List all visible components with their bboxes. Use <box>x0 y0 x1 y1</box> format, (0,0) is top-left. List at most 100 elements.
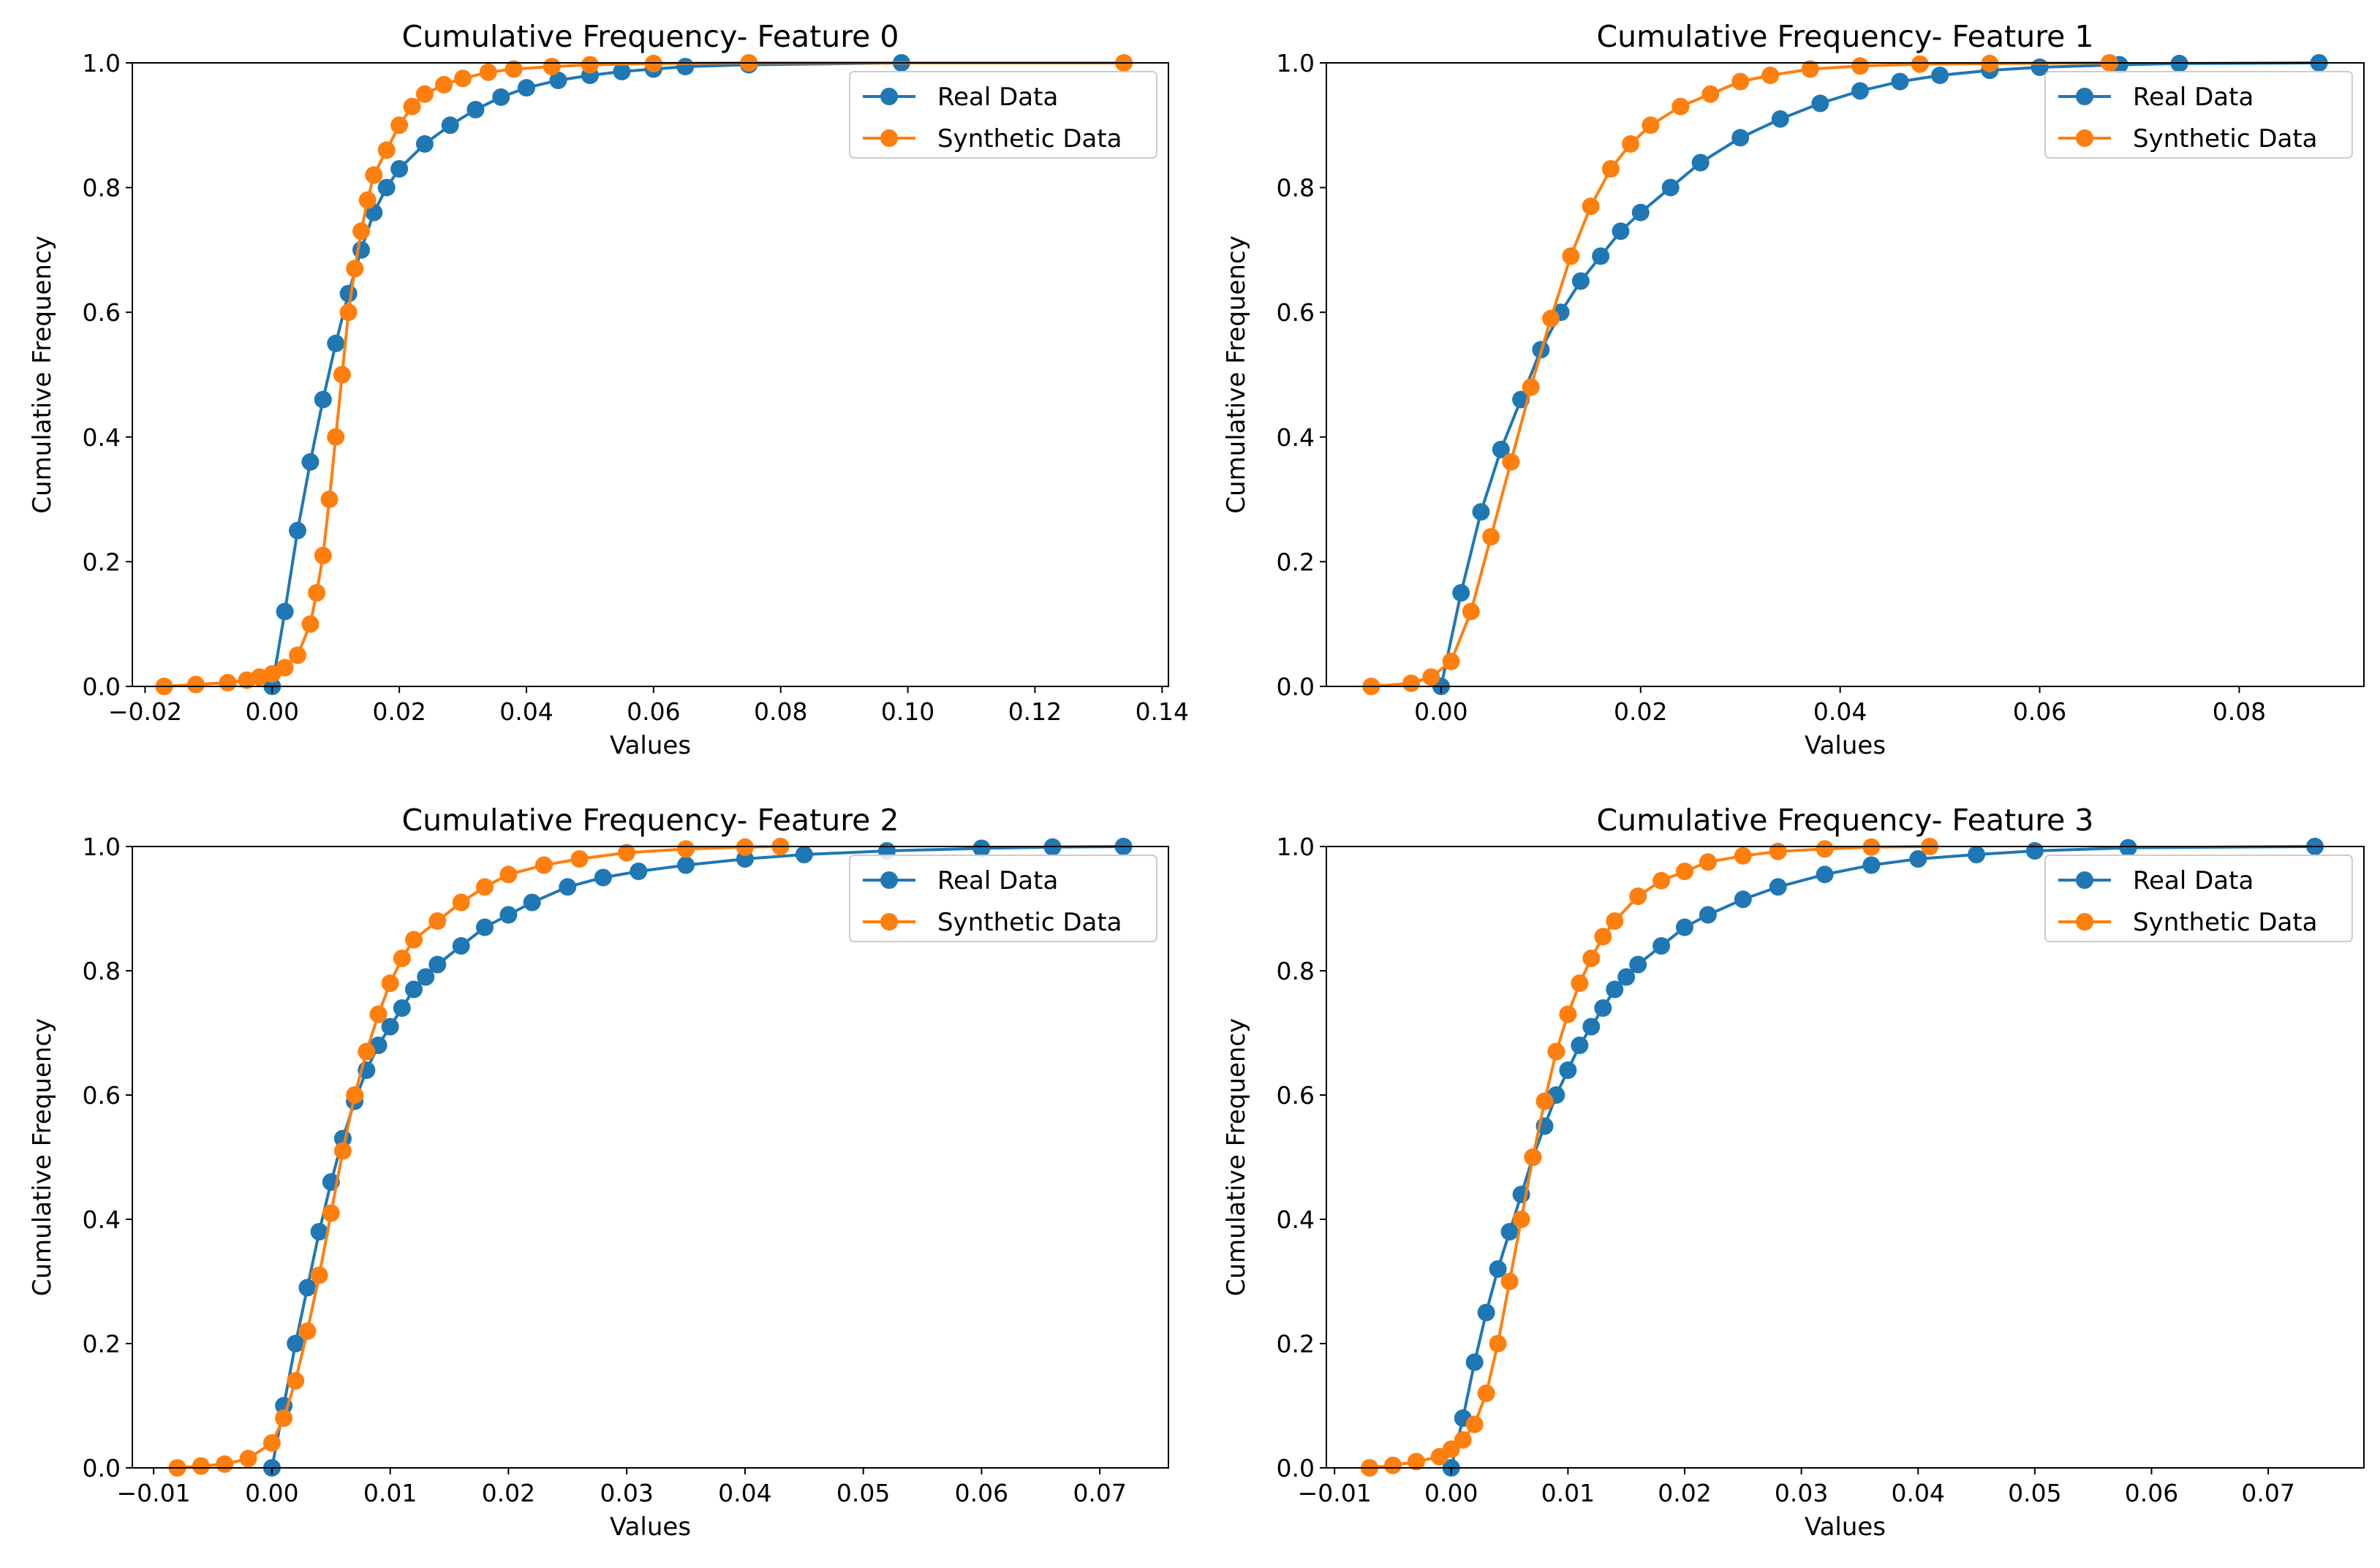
data-point <box>1691 154 1710 172</box>
chart-title: Cumulative Frequency- Feature 2 <box>401 803 899 838</box>
data-point <box>677 840 695 858</box>
data-point <box>499 906 518 924</box>
x-axis-label: Values <box>610 1512 691 1542</box>
data-point <box>403 97 421 115</box>
data-point <box>1477 1385 1495 1402</box>
data-point <box>339 284 358 303</box>
series-real <box>263 54 910 695</box>
data-point <box>630 863 648 880</box>
data-point <box>298 1322 317 1340</box>
legend-label: Synthetic Data <box>937 124 1122 154</box>
y-tick-label: 1.0 <box>1277 49 1315 77</box>
x-tick-label: 0.04 <box>1813 697 1867 726</box>
x-axis-label: Values <box>1805 731 1886 760</box>
data-point <box>1502 452 1520 471</box>
data-point <box>613 62 631 80</box>
data-point <box>1652 871 1671 890</box>
data-point <box>1661 178 1680 197</box>
x-tick-label: 0.04 <box>718 1479 771 1507</box>
data-point <box>972 839 991 857</box>
plot-area <box>1361 838 2324 1477</box>
data-point <box>1816 840 1834 858</box>
data-point <box>476 878 494 896</box>
data-point <box>1489 1335 1507 1352</box>
data-point <box>1492 440 1510 458</box>
data-point <box>1592 247 1610 265</box>
data-point <box>1771 110 1789 128</box>
data-point <box>1911 55 1929 73</box>
x-tick-label: 0.01 <box>1541 1479 1595 1507</box>
data-point <box>435 75 453 94</box>
legend-label: Synthetic Data <box>937 908 1122 937</box>
data-point <box>1601 160 1620 178</box>
data-point <box>476 918 494 936</box>
chart-title: Cumulative Frequency- Feature 1 <box>1596 19 2093 54</box>
data-point <box>239 1450 257 1468</box>
data-point <box>192 1457 210 1475</box>
data-point <box>327 334 345 352</box>
data-point <box>417 968 435 986</box>
data-point <box>415 85 434 103</box>
x-tick-label: 0.06 <box>955 1479 1008 1507</box>
data-point <box>428 912 447 930</box>
data-point <box>428 955 447 974</box>
subplot-feature-0: −0.02 0.00 0.02 0.04 0.06 0.08 0.10 0.12 0.14 0.0… <box>28 19 1189 760</box>
y-tick-label: 0.0 <box>1277 1454 1315 1482</box>
data-point <box>523 893 541 912</box>
plot-area <box>168 838 1133 1477</box>
series-synthetic <box>1362 54 2119 695</box>
x-tick-label: 0.02 <box>372 697 426 726</box>
legend-label: Synthetic Data <box>2133 908 2318 937</box>
data-point <box>365 166 383 184</box>
data-point <box>518 79 535 97</box>
data-point <box>405 980 423 999</box>
data-point <box>405 931 423 949</box>
data-point <box>322 1204 340 1222</box>
x-axis-label: Values <box>610 731 691 760</box>
data-point <box>1968 846 1986 863</box>
data-point <box>1701 85 1720 103</box>
y-tick-label: 0.6 <box>83 1081 121 1110</box>
y-tick-label: 0.6 <box>83 298 121 327</box>
data-point <box>1612 222 1630 240</box>
x-tick-label: 0.05 <box>2008 1479 2061 1507</box>
data-point <box>216 1455 234 1473</box>
x-tick-label: 0.05 <box>836 1479 890 1507</box>
data-point <box>327 428 345 446</box>
data-point <box>543 58 561 76</box>
series-line <box>177 845 781 1469</box>
data-point <box>1622 135 1640 153</box>
data-point <box>1761 67 1780 85</box>
legend-box <box>2044 855 2353 942</box>
legend-label: Real Data <box>937 83 1058 112</box>
data-point <box>358 1042 376 1061</box>
data-point <box>1769 842 1787 860</box>
series-line <box>271 61 902 687</box>
data-point <box>352 240 370 259</box>
data-point <box>1547 1042 1565 1061</box>
axes-frame <box>132 846 1169 1469</box>
x-tick-label: 0.14 <box>1136 697 1189 726</box>
data-point <box>1671 97 1690 115</box>
x-tick-label: −0.01 <box>1298 1479 1372 1507</box>
data-point <box>1542 309 1560 327</box>
legend-marker <box>880 913 898 931</box>
data-point <box>393 950 411 967</box>
x-tick-label: 0.08 <box>2213 697 2266 726</box>
data-point <box>1535 1092 1554 1110</box>
x-tick-label: 0.01 <box>363 1479 417 1507</box>
y-tick-label: 0.8 <box>83 957 121 985</box>
data-point <box>499 866 518 884</box>
y-tick-label: 0.0 <box>83 1454 121 1482</box>
data-point <box>1816 866 1834 884</box>
legend-marker <box>880 871 898 889</box>
y-tick-label: 0.4 <box>1277 1205 1315 1234</box>
x-tick-label: 0.12 <box>1008 697 1062 726</box>
data-point <box>358 191 377 209</box>
series-synthetic <box>1361 838 1939 1477</box>
data-point <box>1422 668 1440 686</box>
data-point <box>594 868 612 887</box>
data-point <box>369 1005 388 1023</box>
data-point <box>287 1335 305 1352</box>
